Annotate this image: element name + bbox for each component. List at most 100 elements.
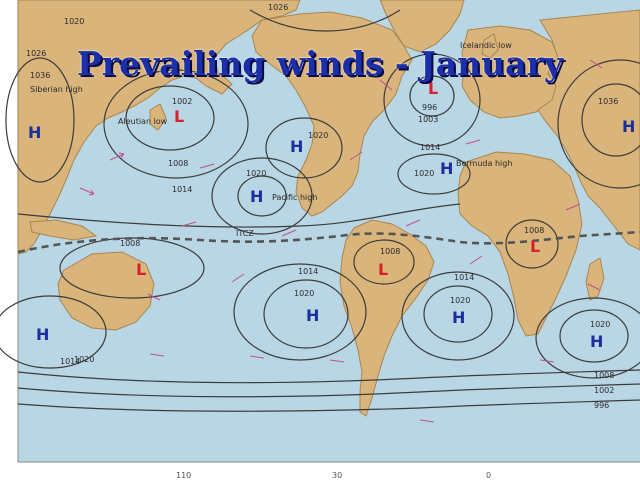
low-pressure-marker: L — [378, 260, 388, 279]
isobar-sindian-inner — [559, 309, 629, 363]
wind-arrow — [199, 163, 215, 169]
isobar-north-arc — [249, 9, 401, 32]
isobar-asia-east-outer — [557, 59, 640, 189]
isobar-aleutian-inner — [125, 85, 215, 151]
isobar-na-high — [265, 117, 343, 179]
isobar-label: 1014 — [454, 273, 474, 282]
isobar-label: 1014 — [420, 143, 440, 152]
landmasses — [17, 0, 640, 417]
system-name: Aleutian low — [118, 117, 168, 126]
isobar-pacific-inner — [237, 175, 287, 217]
isobar-band-1002 — [17, 383, 640, 398]
land-south-america — [339, 219, 435, 417]
isobars — [0, 9, 640, 412]
system-value: 1020 — [308, 131, 328, 140]
low-pressure-marker: L — [428, 79, 438, 98]
isobar-satlantic-inner — [423, 285, 493, 343]
land-uk — [481, 33, 499, 59]
isobar-label: 1014 — [298, 267, 318, 276]
land-australia — [57, 251, 155, 331]
isobar-pacific-outer — [211, 157, 313, 235]
isobar-label: 1008 — [594, 371, 614, 380]
wind-arrow — [181, 221, 197, 227]
isobar-australia-south — [0, 295, 107, 369]
isobar-labels: 1026 1020 1008 1014 1003 1014 1014 1014 … — [26, 3, 614, 410]
axis-labels: 110 30 0 — [176, 471, 491, 480]
system-value: 1014 — [60, 357, 80, 366]
wind-arrow — [79, 187, 95, 196]
high-pressure-marker: H — [440, 159, 453, 178]
isobar-label: 1026 — [268, 3, 288, 12]
land-japan — [149, 103, 167, 131]
wind-arrows — [79, 59, 603, 423]
system-value: 1036 — [30, 71, 50, 80]
land-eurasia-east — [537, 9, 640, 251]
wind-arrow — [349, 151, 363, 161]
system-value: 1036 — [598, 97, 618, 106]
system-name: Pacific high — [272, 193, 317, 202]
wind-arrow — [147, 293, 161, 301]
high-pressure-marker: H — [28, 123, 41, 142]
land-north-america — [251, 11, 413, 217]
wind-arrow — [281, 229, 297, 237]
isobar-label: 1020 — [64, 17, 84, 26]
bottom-margin — [0, 462, 640, 480]
wind-arrow — [587, 283, 601, 291]
isobar-siberian — [5, 57, 75, 183]
system-value: 1020 — [590, 320, 610, 329]
wind-arrow — [419, 419, 435, 423]
isobar-aleutian-outer — [103, 69, 249, 179]
isobar-label: 1014 — [172, 185, 192, 194]
isobar-band-1014 — [17, 203, 461, 228]
wind-arrow — [379, 79, 393, 91]
isobar-bermuda — [397, 153, 471, 195]
high-pressure-marker: H — [622, 117, 635, 136]
isobar-label: 1008 — [168, 159, 188, 168]
system-value: 1020 — [294, 289, 314, 298]
isobar-icelandic-outer — [383, 53, 481, 147]
pressure-values: 1036 1002 1020 1020 996 1020 1036 1008 1… — [30, 71, 618, 366]
isobar-label: 1003 — [418, 115, 438, 124]
isobar-asia-east-inner — [581, 83, 640, 157]
land-indonesia — [29, 219, 98, 241]
wind-arrow — [469, 255, 483, 265]
wind-arrow — [109, 152, 125, 161]
wind-arrow — [249, 355, 265, 359]
isobar-band-996 — [17, 399, 640, 412]
slide-title: Prevailing winds - January — [76, 44, 564, 83]
wind-arrow — [149, 353, 165, 357]
high-pressure-marker: H — [590, 332, 603, 351]
wind-arrow — [329, 359, 345, 363]
system-value: 1020 — [450, 296, 470, 305]
wind-arrow — [231, 273, 245, 283]
isobar-africa-low — [505, 219, 559, 269]
isobar-label: 1026 — [26, 49, 46, 58]
isobar-label: 1020 — [74, 355, 94, 364]
wind-arrow — [565, 203, 581, 211]
isobar-satlantic-outer — [401, 271, 515, 361]
itcz-line — [17, 230, 640, 254]
isobar-spacific-outer — [233, 263, 367, 361]
system-name: Siberian high — [30, 85, 83, 94]
isobar-band-1008 — [17, 369, 640, 384]
low-pressure-marker: L — [530, 237, 540, 256]
land-africa — [457, 151, 583, 337]
wind-arrow — [405, 219, 421, 227]
land-greenland — [379, 0, 465, 53]
high-pressure-marker: H — [36, 325, 49, 344]
pressure-letters: H L H H L H H L L L H H H H — [28, 79, 635, 351]
isobar-icelandic-inner — [409, 75, 455, 117]
itcz-label: ITCZ — [236, 229, 254, 238]
high-pressure-marker: H — [290, 137, 303, 156]
longitude-label: 110 — [176, 471, 191, 480]
low-pressure-marker: L — [174, 107, 184, 126]
system-value: 1020 — [246, 169, 266, 178]
system-name: Bermuda high — [456, 159, 512, 168]
system-value: 1008 — [524, 226, 544, 235]
system-value: 1008 — [380, 247, 400, 256]
system-value: 1008 — [120, 239, 140, 248]
pressure-system-names: Siberian high Aleutian low Pacific high … — [30, 41, 512, 202]
isobar-spacific-inner — [263, 279, 349, 349]
high-pressure-marker: H — [452, 308, 465, 327]
